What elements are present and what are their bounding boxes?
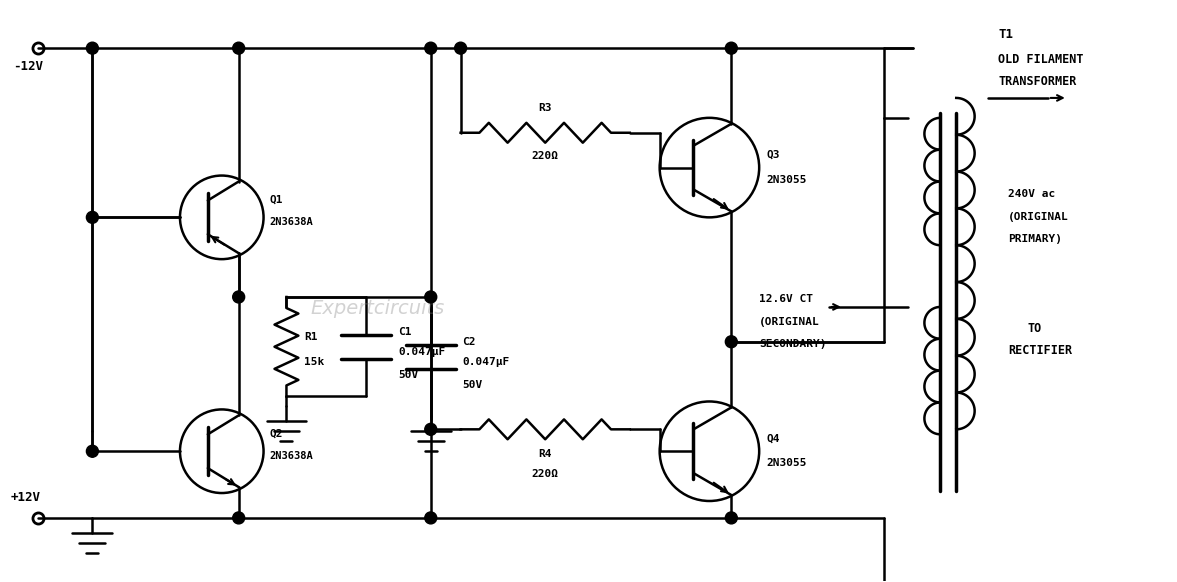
Circle shape <box>725 42 737 54</box>
Text: (ORIGINAL: (ORIGINAL <box>1008 212 1069 222</box>
Circle shape <box>233 291 245 303</box>
Text: SECONDARY): SECONDARY) <box>759 339 826 349</box>
Circle shape <box>86 42 99 54</box>
Text: 2N3055: 2N3055 <box>766 175 806 184</box>
Text: 50V: 50V <box>398 370 418 379</box>
Text: TO: TO <box>1028 322 1042 335</box>
Text: Expertcircuits: Expertcircuits <box>311 299 445 318</box>
Text: PRIMARY): PRIMARY) <box>1008 234 1062 244</box>
Text: T1: T1 <box>998 28 1013 41</box>
Circle shape <box>454 42 466 54</box>
Text: 2N3638A: 2N3638A <box>270 451 313 461</box>
Text: +12V: +12V <box>11 491 41 504</box>
Text: RECTIFIER: RECTIFIER <box>1008 344 1072 357</box>
Text: 50V: 50V <box>463 379 483 389</box>
Circle shape <box>233 42 245 54</box>
Text: R3: R3 <box>538 103 552 113</box>
Circle shape <box>725 336 737 347</box>
Circle shape <box>725 512 737 524</box>
Text: R4: R4 <box>538 449 552 459</box>
Text: Q1: Q1 <box>270 194 282 204</box>
Text: 240V ac: 240V ac <box>1008 190 1056 200</box>
Text: 2N3638A: 2N3638A <box>270 217 313 228</box>
Text: 2N3055: 2N3055 <box>766 458 806 468</box>
Circle shape <box>425 291 437 303</box>
Text: TRANSFORMER: TRANSFORMER <box>998 75 1077 88</box>
Circle shape <box>425 512 437 524</box>
Circle shape <box>425 42 437 54</box>
Text: OLD FILAMENT: OLD FILAMENT <box>998 53 1084 66</box>
Text: Q2: Q2 <box>270 428 282 438</box>
Text: 15k: 15k <box>305 357 325 367</box>
Text: 220Ω: 220Ω <box>532 469 559 479</box>
Text: C1: C1 <box>398 327 412 337</box>
Circle shape <box>86 211 99 223</box>
Text: -12V: -12V <box>13 60 42 73</box>
Circle shape <box>86 445 99 457</box>
Text: R1: R1 <box>305 332 318 342</box>
Text: Q4: Q4 <box>766 433 779 443</box>
Circle shape <box>233 512 245 524</box>
Text: 0.047μF: 0.047μF <box>463 357 510 367</box>
Text: (ORIGINAL: (ORIGINAL <box>759 317 820 327</box>
Text: 12.6V CT: 12.6V CT <box>759 294 813 304</box>
Text: 220Ω: 220Ω <box>532 151 559 161</box>
Text: 0.047μF: 0.047μF <box>398 347 445 357</box>
Text: C2: C2 <box>463 337 477 347</box>
Text: Q3: Q3 <box>766 150 779 159</box>
Circle shape <box>425 423 437 435</box>
